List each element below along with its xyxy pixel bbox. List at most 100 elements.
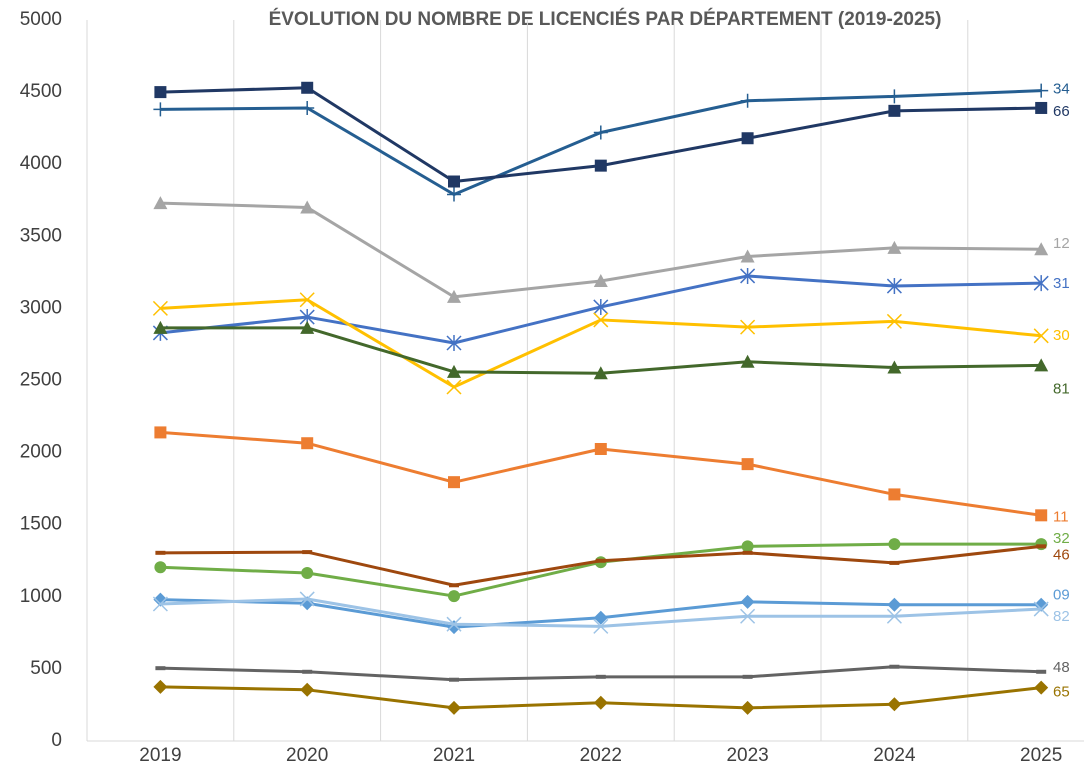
series: 82 xyxy=(152,591,1070,634)
y-tick-label: 2500 xyxy=(20,370,62,391)
series: 34 xyxy=(153,81,1070,202)
x-tick-label: 2021 xyxy=(433,745,475,766)
series: 46 xyxy=(155,544,1070,588)
marker xyxy=(300,320,315,334)
series-label: 46 xyxy=(1053,546,1070,563)
y-tick-label: 0 xyxy=(51,730,62,751)
marker xyxy=(887,697,902,712)
marker xyxy=(447,289,461,303)
series-label: 31 xyxy=(1053,275,1070,292)
series-label: 65 xyxy=(1053,684,1070,701)
marker xyxy=(888,538,901,551)
marker xyxy=(887,360,902,374)
chart-title: ÉVOLUTION DU NOMBRE DE LICENCIÉS PAR DÉP… xyxy=(269,8,942,30)
marker xyxy=(446,616,462,632)
marker xyxy=(1033,275,1049,292)
series-label: 34 xyxy=(1053,81,1070,98)
series: 81 xyxy=(153,320,1070,397)
y-tick-label: 500 xyxy=(30,658,62,679)
series-label: 11 xyxy=(1053,508,1069,525)
marker xyxy=(593,695,608,710)
marker xyxy=(887,89,902,104)
series: 32 xyxy=(154,530,1070,603)
marker xyxy=(301,81,314,94)
marker xyxy=(887,597,902,612)
marker xyxy=(1034,83,1049,98)
marker xyxy=(593,618,609,634)
marker xyxy=(446,379,462,395)
marker xyxy=(447,700,461,715)
x-tick-label: 2024 xyxy=(873,745,916,766)
marker xyxy=(593,610,608,625)
marker xyxy=(448,175,460,188)
series: 66 xyxy=(154,81,1070,188)
marker xyxy=(153,196,168,210)
marker xyxy=(888,488,901,501)
series: 65 xyxy=(153,679,1070,715)
marker xyxy=(300,682,315,697)
x-tick-label: 2025 xyxy=(1020,745,1062,766)
series-label: 81 xyxy=(1053,380,1070,397)
marker xyxy=(741,132,754,145)
marker xyxy=(1035,538,1048,551)
series: 48 xyxy=(155,659,1070,682)
marker xyxy=(740,93,755,108)
marker xyxy=(1034,680,1049,695)
marker xyxy=(153,320,168,334)
marker xyxy=(594,442,607,455)
y-tick-label: 3500 xyxy=(20,225,62,246)
series-label: 32 xyxy=(1053,530,1070,547)
marker xyxy=(153,679,168,694)
marker xyxy=(154,561,167,574)
marker xyxy=(740,319,756,335)
marker xyxy=(448,590,460,603)
series: 31 xyxy=(152,267,1070,352)
marker xyxy=(301,567,314,580)
line xyxy=(160,89,1042,196)
marker xyxy=(593,312,609,328)
marker xyxy=(886,278,902,295)
marker xyxy=(886,313,902,329)
y-tick-label: 4000 xyxy=(20,153,62,174)
marker xyxy=(740,354,755,368)
marker xyxy=(152,300,168,316)
marker xyxy=(887,240,902,254)
y-tick-label: 1000 xyxy=(20,586,62,607)
marker xyxy=(1034,358,1049,372)
y-tick-label: 1500 xyxy=(20,514,62,535)
marker xyxy=(593,125,608,140)
x-tick-label: 2020 xyxy=(286,745,328,766)
marker xyxy=(740,267,756,284)
marker xyxy=(1033,601,1049,617)
marker xyxy=(153,102,168,117)
series-label: 82 xyxy=(1053,608,1070,625)
x-tick-label: 2019 xyxy=(139,745,181,766)
marker xyxy=(741,540,754,553)
marker xyxy=(300,200,315,214)
marker xyxy=(154,86,167,99)
marker xyxy=(299,591,315,607)
marker xyxy=(154,426,167,439)
marker xyxy=(740,608,756,624)
marker xyxy=(1033,328,1049,344)
series-label: 66 xyxy=(1053,103,1070,120)
marker xyxy=(299,292,315,308)
marker xyxy=(740,594,755,609)
marker xyxy=(741,458,754,471)
marker xyxy=(1035,509,1048,522)
series-label: 48 xyxy=(1053,659,1070,676)
series-label: 12 xyxy=(1053,235,1070,252)
marker xyxy=(740,249,755,263)
marker xyxy=(740,700,755,715)
marker xyxy=(593,366,608,380)
marker xyxy=(446,335,462,352)
marker xyxy=(447,364,461,378)
marker xyxy=(1035,101,1048,114)
series: 11 xyxy=(154,426,1069,525)
marker xyxy=(1034,242,1049,256)
series: 30 xyxy=(152,292,1070,395)
marker xyxy=(300,100,315,115)
marker xyxy=(448,476,460,489)
series: 12 xyxy=(153,196,1070,303)
